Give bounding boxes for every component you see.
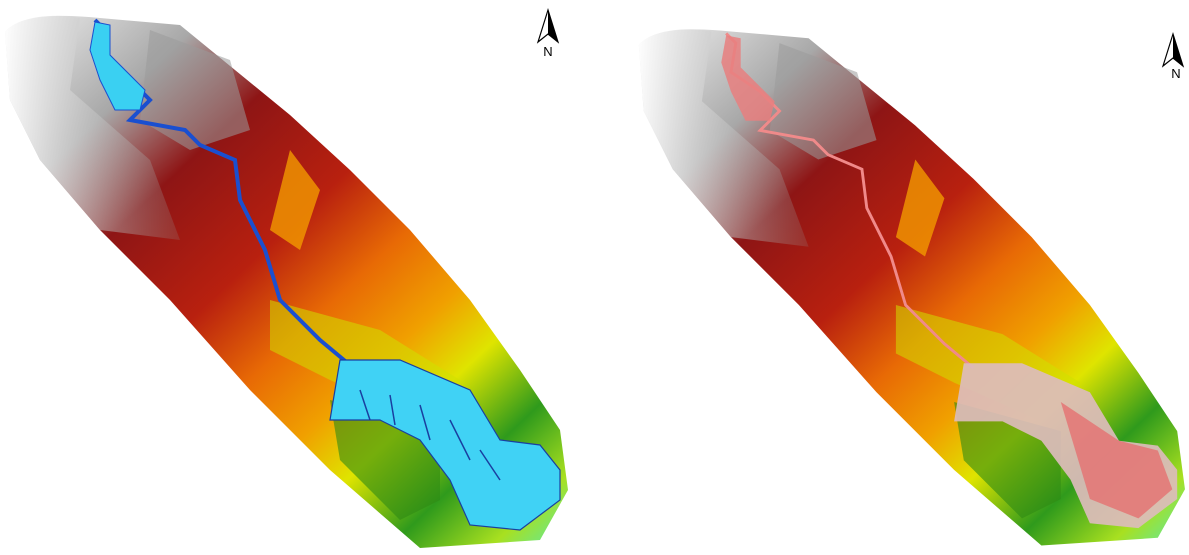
map-right: N [639, 29, 1185, 545]
north-arrow: N [538, 10, 558, 59]
north-label: N [543, 44, 552, 59]
north-arrow: N [1163, 34, 1183, 81]
map-figure: N N [0, 0, 1189, 555]
map-left: N [5, 10, 568, 548]
north-label: N [1171, 66, 1180, 81]
